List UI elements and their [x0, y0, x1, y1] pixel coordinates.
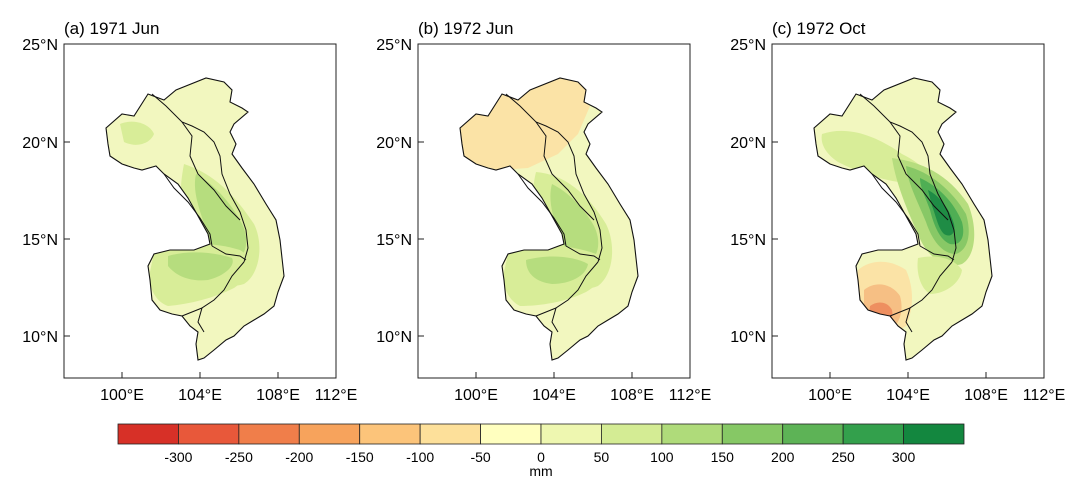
y-tick-label: 15°N	[376, 232, 412, 249]
panel-a-x-ticks: 100°E 104°E 108°E 112°E	[100, 387, 357, 404]
colorbar-tick-label: -100	[406, 449, 434, 465]
colorbar-tick-label: 300	[892, 449, 916, 465]
colorbar-swatch	[117, 423, 179, 445]
country-border	[535, 307, 557, 317]
panel-a-map	[105, 77, 285, 361]
colorbar-tick-label: 150	[711, 449, 735, 465]
y-tick-label: 15°N	[22, 232, 58, 249]
colorbar-tick-label: -50	[470, 449, 490, 465]
country-border	[551, 261, 599, 333]
colorbar-swatch	[480, 423, 542, 445]
country-border	[871, 173, 921, 247]
colorbar-swatch	[178, 423, 240, 445]
panel-b-title: (b) 1972 Jun	[418, 19, 513, 38]
colorbar-swatch	[782, 423, 844, 445]
y-tick-label: 10°N	[376, 329, 412, 346]
colorbar-swatch	[419, 423, 481, 445]
y-tick-label: 20°N	[22, 135, 58, 152]
x-tick-label: 108°E	[964, 387, 1008, 404]
y-tick-label: 25°N	[376, 37, 412, 54]
colorbar-swatch	[661, 423, 723, 445]
country-border	[535, 121, 595, 221]
colorbar-tick-label: -300	[164, 449, 192, 465]
colorbar-unit: mm	[529, 463, 552, 479]
panel-a-title: (a) 1971 Jun	[64, 19, 159, 38]
panel-c-y-ticks: 25°N 20°N 15°N 10°N	[730, 37, 766, 346]
colorbar-swatch	[903, 423, 965, 445]
colorbar-tick-label: 250	[831, 449, 855, 465]
coastline	[813, 77, 993, 361]
anomaly-region	[120, 121, 154, 145]
colorbar: -300 -250 -200 -150 -100 -50 0 50 100 150 200 250 30…	[117, 423, 965, 479]
land-fill	[106, 78, 284, 360]
country-border	[889, 121, 949, 221]
y-tick-label: 25°N	[22, 37, 58, 54]
country-border	[163, 173, 213, 247]
colorbar-swatch	[842, 423, 904, 445]
colorbar-tick-label: 0	[537, 449, 545, 465]
country-border	[517, 173, 567, 247]
coastline	[105, 77, 285, 361]
colorbar-tick-labels: -300 -250 -200 -150 -100 -50 0 50 100 150 200 250 30…	[164, 449, 915, 465]
colorbar-tick-label: -200	[285, 449, 313, 465]
y-tick-label: 10°N	[22, 329, 58, 346]
country-border	[211, 245, 247, 261]
x-tick-label: 100°E	[454, 387, 498, 404]
colorbar-tick-label: 100	[650, 449, 674, 465]
panel-b-x-ticks: 100°E 104°E 108°E 112°E	[454, 387, 711, 404]
panel-c-map	[813, 77, 993, 361]
colorbar-swatch	[359, 423, 421, 445]
x-tick-label: 108°E	[610, 387, 654, 404]
x-tick-label: 100°E	[808, 387, 852, 404]
panel-b-map	[459, 77, 639, 361]
country-border	[181, 307, 203, 317]
x-tick-label: 108°E	[256, 387, 300, 404]
colorbar-tick-label: -150	[346, 449, 374, 465]
colorbar-swatch	[601, 423, 663, 445]
country-border	[919, 245, 955, 261]
panel-a: (a) 1971 Jun 25°N 20°N 15°N 10°N 100°E 1…	[22, 19, 357, 404]
anomaly-region	[460, 78, 590, 170]
colorbar-tick-label: 50	[594, 449, 610, 465]
x-tick-label: 104°E	[532, 387, 576, 404]
y-tick-label: 10°N	[730, 329, 766, 346]
anomaly-region	[526, 256, 588, 284]
colorbar-swatch	[298, 423, 361, 445]
x-tick-label: 112°E	[1023, 387, 1066, 404]
colorbar-swatch	[238, 423, 300, 445]
country-border	[197, 261, 245, 333]
anomaly-region	[917, 256, 962, 294]
panel-a-y-ticks: 25°N 20°N 15°N 10°N	[22, 37, 58, 346]
anomaly-region	[168, 252, 233, 281]
x-tick-label: 112°E	[315, 387, 358, 404]
country-border	[905, 261, 953, 333]
country-border	[181, 121, 241, 221]
y-tick-label: 25°N	[730, 37, 766, 54]
y-tick-label: 20°N	[376, 135, 412, 152]
colorbar-tick-label: -250	[225, 449, 253, 465]
country-border	[565, 245, 601, 261]
panel-b: (b) 1972 Jun 25°N 20°N 15°N 10°N 100°E 1…	[376, 19, 711, 404]
panel-b-y-ticks: 25°N 20°N 15°N 10°N	[376, 37, 412, 346]
x-tick-label: 112°E	[669, 387, 712, 404]
country-border	[889, 307, 911, 317]
coastline	[459, 77, 639, 361]
y-tick-label: 15°N	[730, 232, 766, 249]
anomaly-region	[194, 174, 247, 261]
colorbar-swatches	[117, 423, 965, 445]
colorbar-tick-label: 200	[771, 449, 795, 465]
y-tick-label: 20°N	[730, 135, 766, 152]
x-tick-label: 104°E	[886, 387, 930, 404]
panel-c-x-ticks: 100°E 104°E 108°E 112°E	[808, 387, 1065, 404]
x-tick-label: 100°E	[100, 387, 144, 404]
panel-c-title: (c) 1972 Oct	[772, 19, 866, 38]
panel-c: (c) 1972 Oct 25°N 20°N 15°N 10°N 100°E 1…	[730, 19, 1065, 404]
colorbar-swatch	[721, 423, 784, 445]
x-tick-label: 104°E	[178, 387, 222, 404]
colorbar-swatch	[540, 423, 602, 445]
